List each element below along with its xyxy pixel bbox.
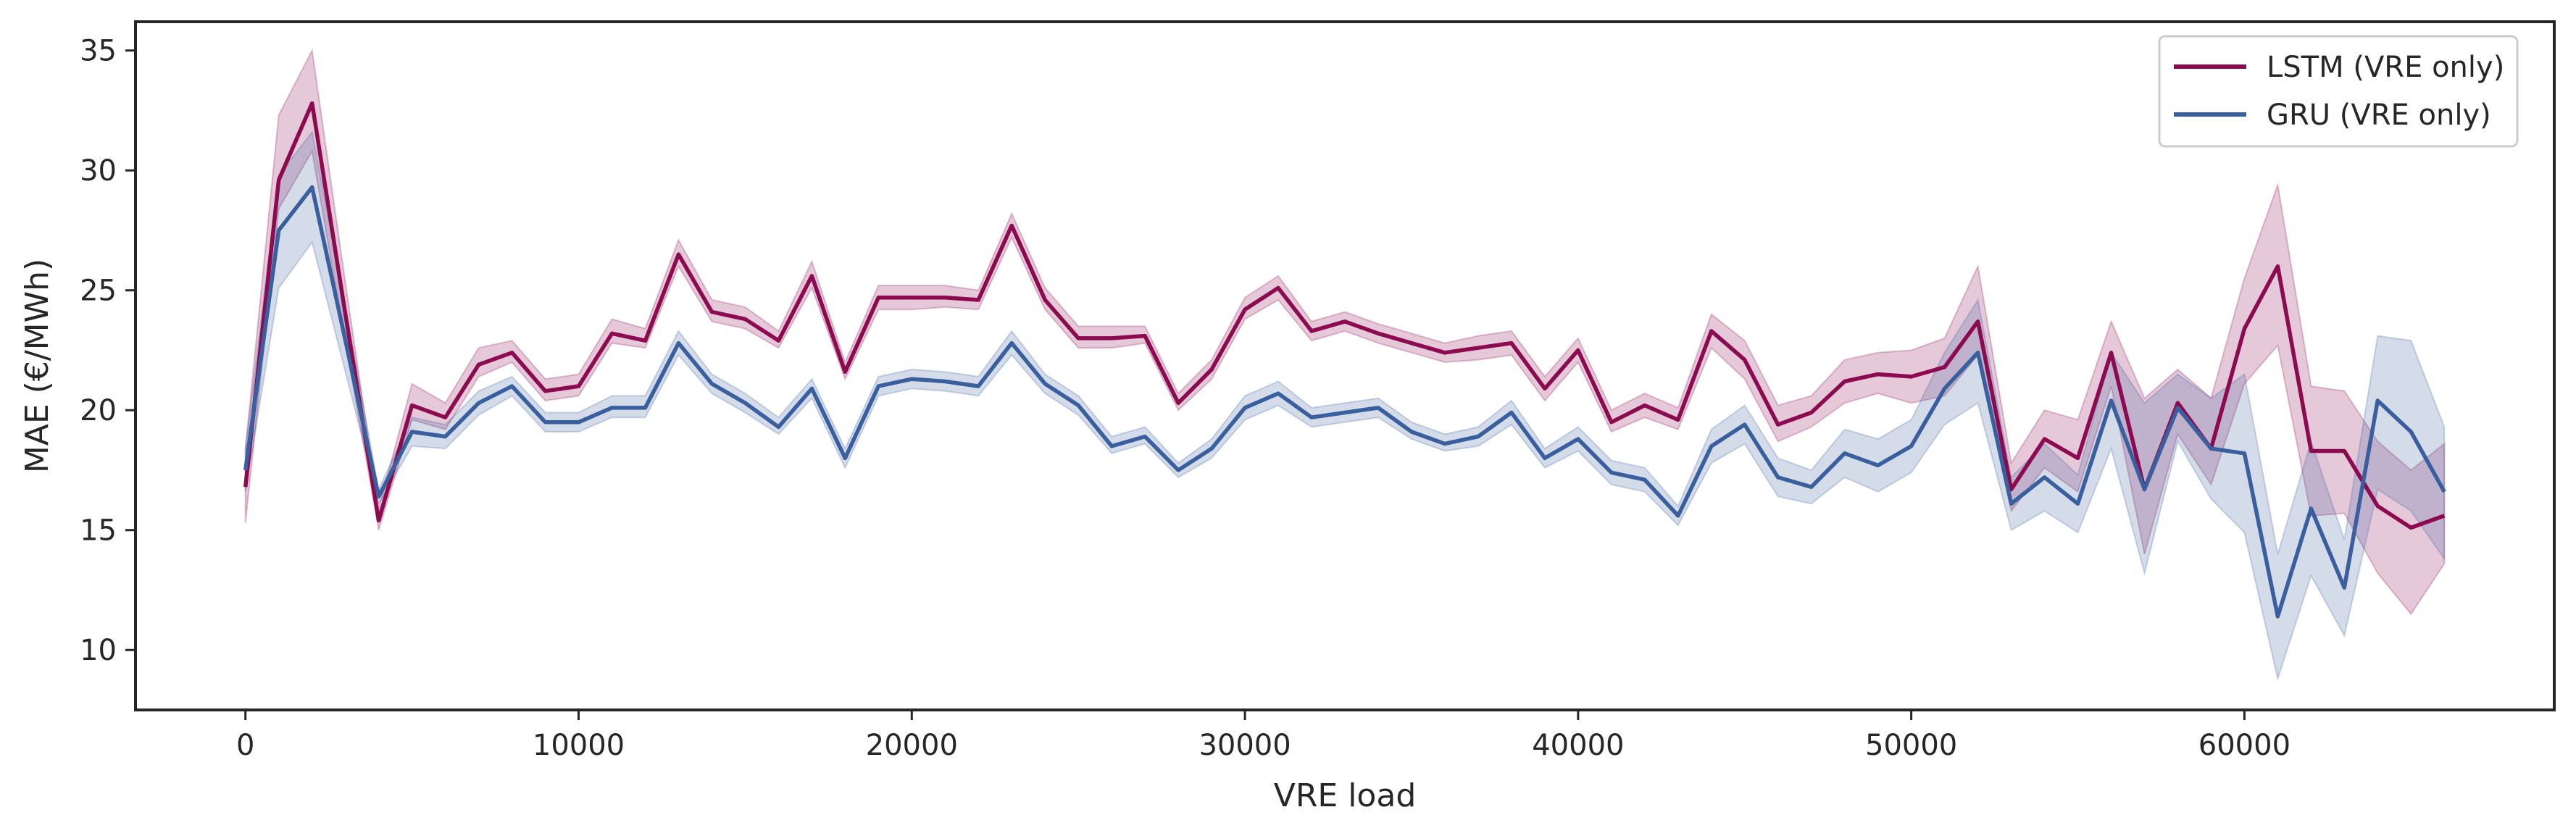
x-axis-label: VRE load	[1274, 777, 1417, 814]
series-lines	[243, 101, 2446, 619]
legend-label-gru: GRU (VRE only)	[2267, 99, 2491, 132]
y-tick-label: 25	[80, 275, 117, 308]
x-tick-label: 10000	[533, 729, 625, 762]
series-line-gru	[243, 185, 2446, 619]
legend-box	[2158, 35, 2519, 148]
ci-band-gru	[244, 130, 2446, 682]
x-axis: 0 10000 20000 30000 40000 50000 60000	[236, 710, 2291, 762]
y-axis: 10 15 20 25 30 35	[80, 35, 136, 667]
legend-label-lstm: LSTM (VRE only)	[2267, 51, 2504, 84]
x-tick-label: 60000	[2198, 729, 2291, 762]
y-tick-label: 10	[80, 634, 117, 667]
x-tick-label: 50000	[1865, 729, 1957, 762]
x-tick-label: 40000	[1532, 729, 1624, 762]
series-line-lstm	[243, 101, 2446, 530]
y-tick-label: 35	[80, 35, 117, 68]
legend: LSTM (VRE only) GRU (VRE only)	[2158, 35, 2519, 148]
ci-band-lstm	[244, 48, 2446, 616]
x-tick-label: 20000	[866, 729, 958, 762]
y-tick-label: 30	[80, 154, 117, 188]
y-tick-label: 20	[80, 394, 117, 427]
y-tick-label: 15	[80, 514, 117, 548]
y-axis-label: MAE (€/MWh)	[19, 259, 56, 473]
plot-frame	[134, 20, 2556, 711]
x-tick-label: 30000	[1199, 729, 1291, 762]
confidence-bands	[244, 48, 2446, 682]
x-tick-label: 0	[236, 729, 254, 762]
